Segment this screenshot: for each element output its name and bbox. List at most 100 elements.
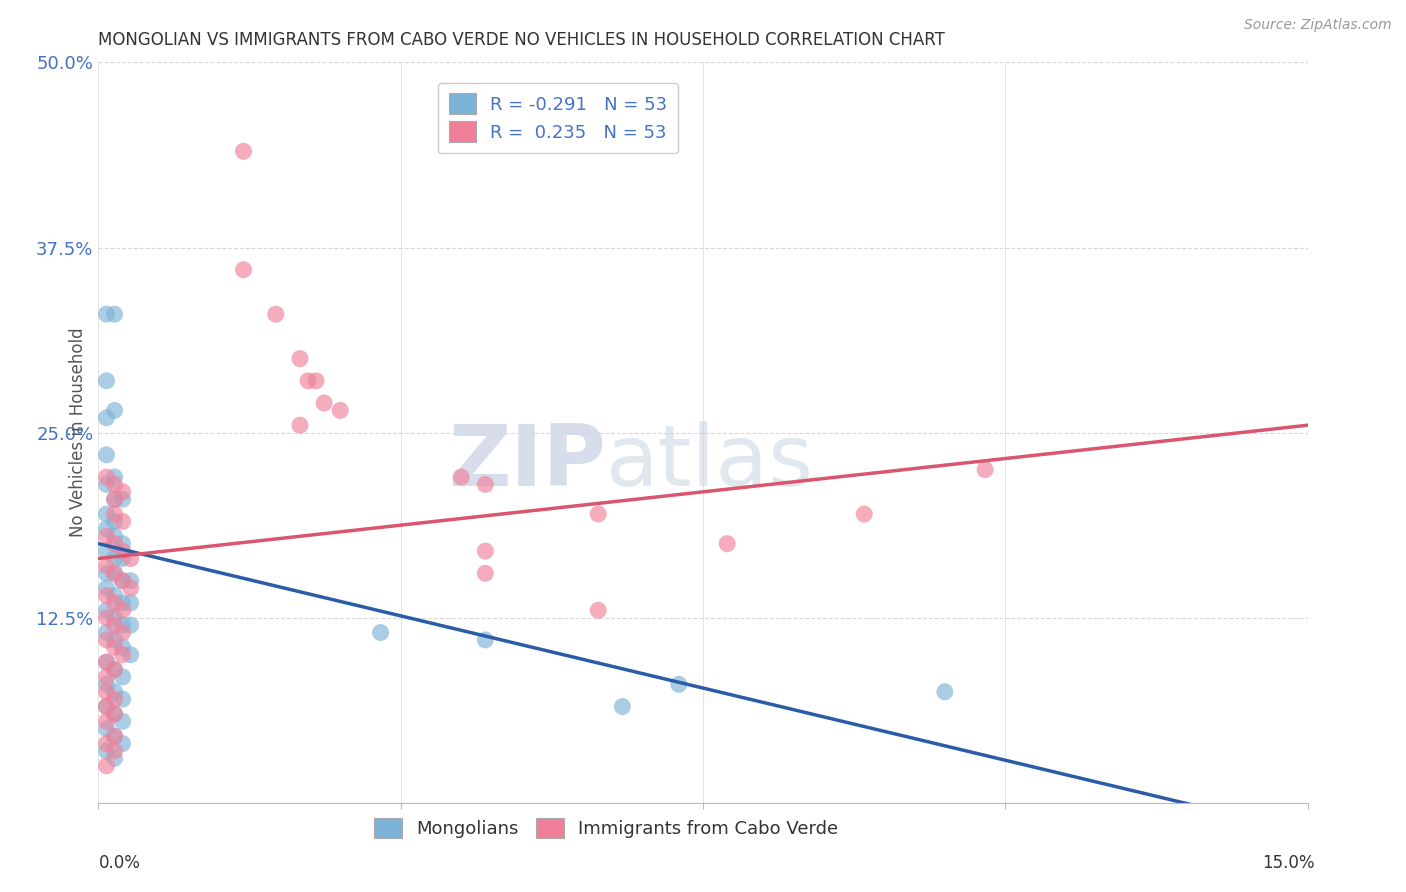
Point [111, 692, 134, 706]
Point [314, 396, 336, 410]
Point [96, 589, 118, 603]
Point [474, 632, 496, 647]
Point [96, 699, 118, 714]
Point [103, 640, 125, 655]
Point [716, 536, 738, 550]
Point [111, 670, 134, 684]
Point [329, 403, 352, 417]
Point [103, 566, 125, 581]
Point [96, 477, 118, 491]
Point [103, 477, 125, 491]
Point [96, 307, 118, 321]
Point [96, 558, 118, 573]
Point [103, 632, 125, 647]
Point [232, 145, 254, 159]
Point [111, 484, 134, 499]
Point [103, 551, 125, 566]
Point [120, 618, 142, 632]
Point [96, 507, 118, 521]
Point [103, 307, 125, 321]
Point [96, 448, 118, 462]
Point [96, 632, 118, 647]
Point [934, 685, 956, 699]
Point [111, 618, 134, 632]
Point [103, 751, 125, 765]
Point [120, 551, 142, 566]
Point [96, 655, 118, 669]
Point [96, 566, 118, 581]
Point [288, 418, 311, 433]
Point [111, 625, 134, 640]
Point [120, 596, 142, 610]
Point [103, 692, 125, 706]
Point [96, 470, 118, 484]
Point [474, 477, 496, 491]
Point [103, 663, 125, 677]
Point [586, 507, 609, 521]
Text: ZIP: ZIP [449, 421, 606, 504]
Point [96, 744, 118, 758]
Point [103, 663, 125, 677]
Point [103, 470, 125, 484]
Point [103, 507, 125, 521]
Point [111, 536, 134, 550]
Point [96, 410, 118, 425]
Point [103, 403, 125, 417]
Y-axis label: No Vehicles in Household: No Vehicles in Household [69, 327, 87, 538]
Point [96, 610, 118, 624]
Text: 15.0%: 15.0% [1263, 854, 1315, 871]
Point [103, 589, 125, 603]
Point [111, 640, 134, 655]
Point [103, 536, 125, 550]
Point [103, 596, 125, 610]
Point [264, 307, 287, 321]
Point [974, 462, 997, 476]
Point [370, 625, 392, 640]
Point [103, 566, 125, 581]
Point [120, 574, 142, 588]
Point [474, 566, 496, 581]
Point [96, 758, 118, 772]
Point [103, 729, 125, 743]
Point [103, 529, 125, 543]
Text: atlas: atlas [606, 421, 814, 504]
Point [96, 677, 118, 691]
Point [111, 648, 134, 662]
Point [96, 714, 118, 729]
Point [96, 374, 118, 388]
Point [103, 744, 125, 758]
Point [96, 670, 118, 684]
Point [288, 351, 311, 366]
Point [96, 737, 118, 751]
Point [103, 685, 125, 699]
Point [111, 544, 134, 558]
Point [586, 603, 609, 617]
Point [96, 722, 118, 736]
Text: 0.0%: 0.0% [98, 854, 141, 871]
Text: MONGOLIAN VS IMMIGRANTS FROM CABO VERDE NO VEHICLES IN HOUSEHOLD CORRELATION CHA: MONGOLIAN VS IMMIGRANTS FROM CABO VERDE … [98, 31, 945, 49]
Point [111, 596, 134, 610]
Legend: Mongolians, Immigrants from Cabo Verde: Mongolians, Immigrants from Cabo Verde [367, 810, 845, 846]
Point [96, 699, 118, 714]
Point [668, 677, 690, 691]
Point [111, 515, 134, 529]
Point [103, 515, 125, 529]
Point [120, 648, 142, 662]
Point [96, 685, 118, 699]
Point [297, 374, 319, 388]
Point [111, 574, 134, 588]
Point [305, 374, 328, 388]
Point [111, 737, 134, 751]
Point [96, 625, 118, 640]
Point [103, 729, 125, 743]
Point [111, 714, 134, 729]
Point [103, 706, 125, 721]
Point [96, 581, 118, 595]
Point [111, 551, 134, 566]
Point [103, 492, 125, 507]
Point [96, 529, 118, 543]
Point [111, 492, 134, 507]
Point [103, 618, 125, 632]
Point [103, 610, 125, 624]
Point [103, 492, 125, 507]
